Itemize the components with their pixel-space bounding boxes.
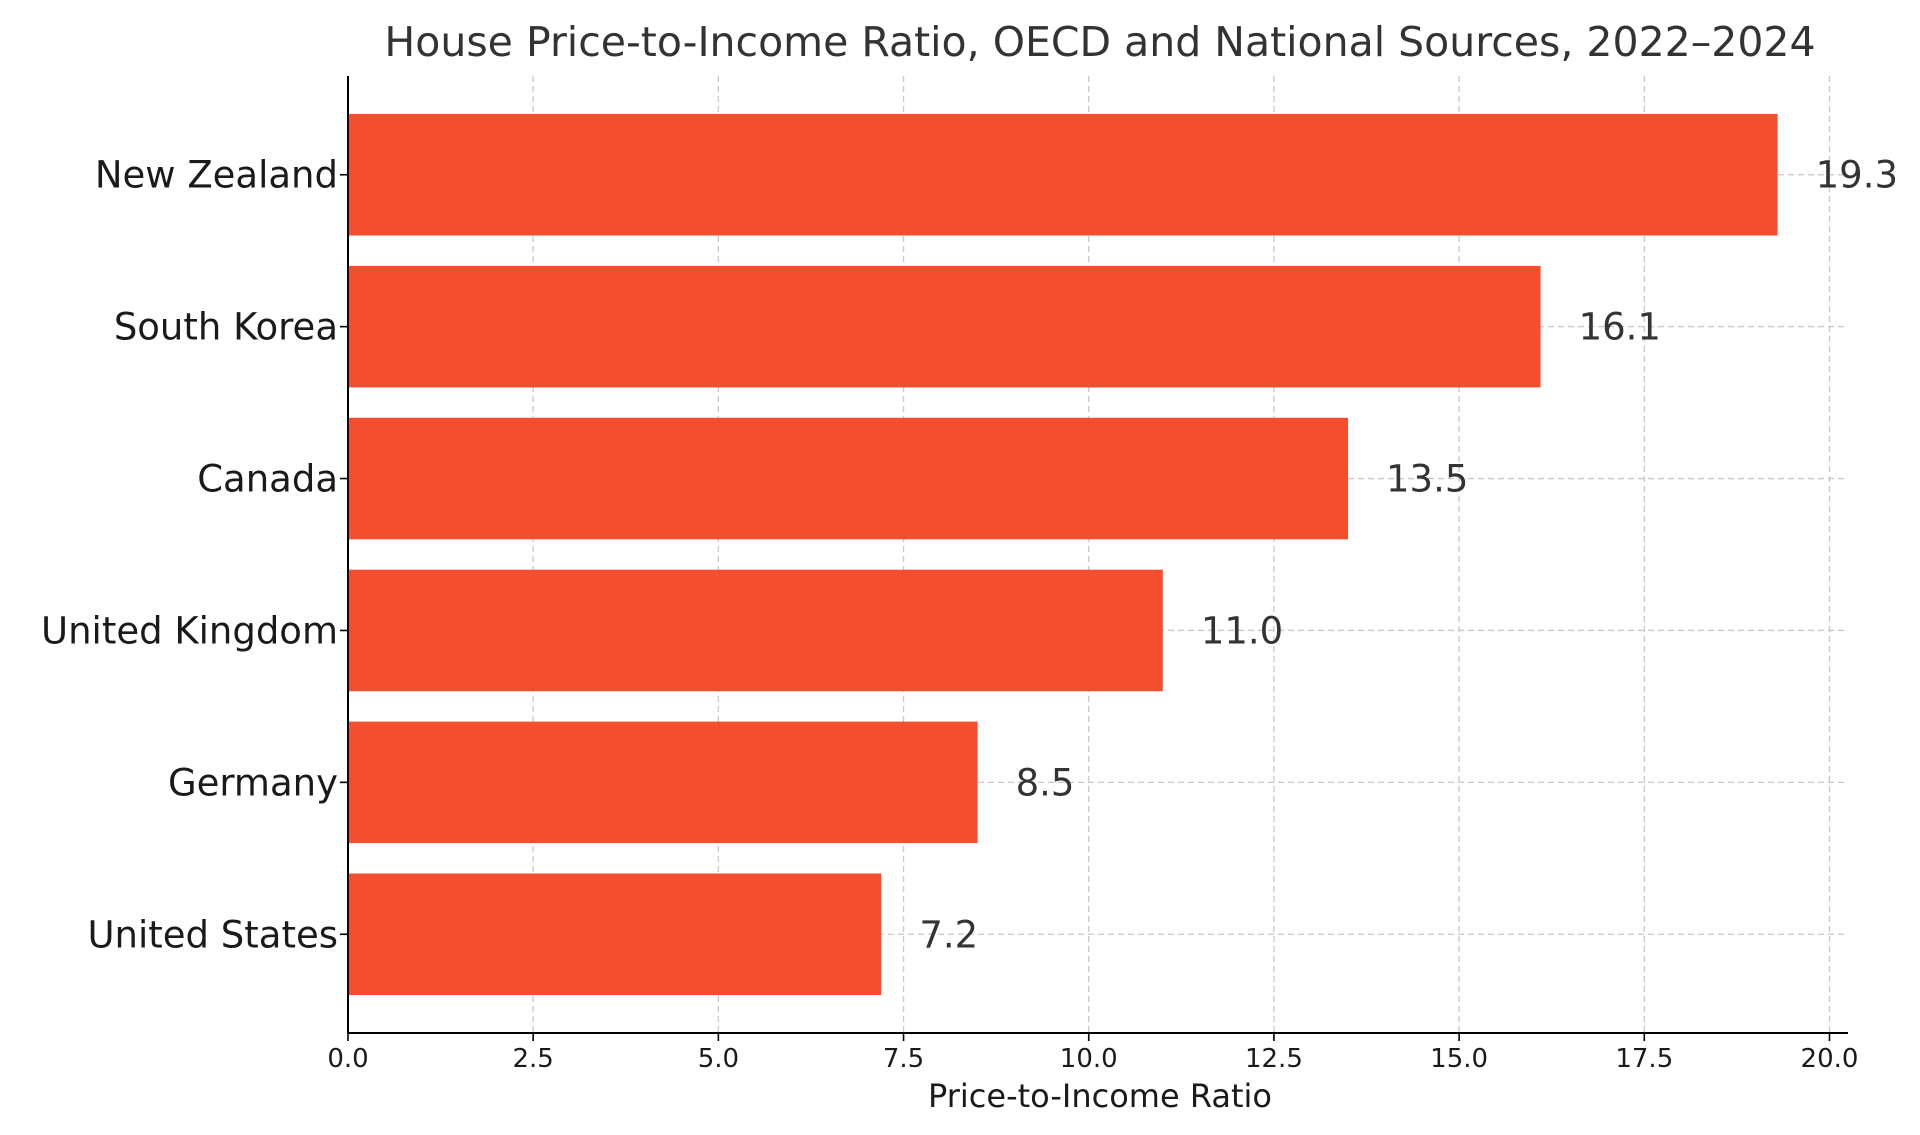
y-tick-label: United States xyxy=(87,913,338,956)
x-tick-label: 15.0 xyxy=(1430,1044,1488,1074)
bar-value-label: 19.3 xyxy=(1816,154,1898,197)
bars xyxy=(348,113,1778,996)
x-tick-label: 5.0 xyxy=(698,1044,739,1074)
chart-title: House Price-to-Income Ratio, OECD and Na… xyxy=(384,18,1815,66)
x-tick-label: 10.0 xyxy=(1060,1044,1118,1074)
x-tick-label: 17.5 xyxy=(1615,1044,1673,1074)
y-tick-label: New Zealand xyxy=(95,154,338,197)
x-tick-label: 12.5 xyxy=(1245,1044,1303,1074)
bar-value-label: 13.5 xyxy=(1386,458,1468,501)
bar-value-label: 8.5 xyxy=(1016,761,1075,804)
bar-value-label: 16.1 xyxy=(1579,306,1661,349)
x-tick-label: 2.5 xyxy=(513,1044,554,1074)
bar-value-label: 11.0 xyxy=(1201,609,1283,652)
bar xyxy=(348,113,1778,236)
data-labels: 19.3 16.1 13.5 11.0 8.5 7.2 xyxy=(919,154,1898,957)
ticks: 0.0 2.5 5.0 7.5 10.0 12.5 15.0 17.5 20.0 New Zeal… xyxy=(41,154,1858,1074)
x-axis-label: Price-to-Income Ratio xyxy=(928,1077,1272,1115)
bar-value-label: 7.2 xyxy=(919,913,978,956)
x-tick-label: 0.0 xyxy=(327,1044,368,1074)
bar xyxy=(348,873,882,996)
axes xyxy=(347,76,1848,1034)
y-tick-label: Germany xyxy=(168,761,338,804)
x-tick-label: 7.5 xyxy=(883,1044,924,1074)
x-tick-label: 20.0 xyxy=(1801,1044,1859,1074)
y-tick-label: United Kingdom xyxy=(41,609,338,652)
bar xyxy=(348,569,1163,692)
bar xyxy=(348,417,1348,540)
y-tick-label: Canada xyxy=(197,458,338,501)
bar xyxy=(348,265,1541,388)
bar xyxy=(348,721,978,844)
y-tick-label: South Korea xyxy=(114,306,338,349)
